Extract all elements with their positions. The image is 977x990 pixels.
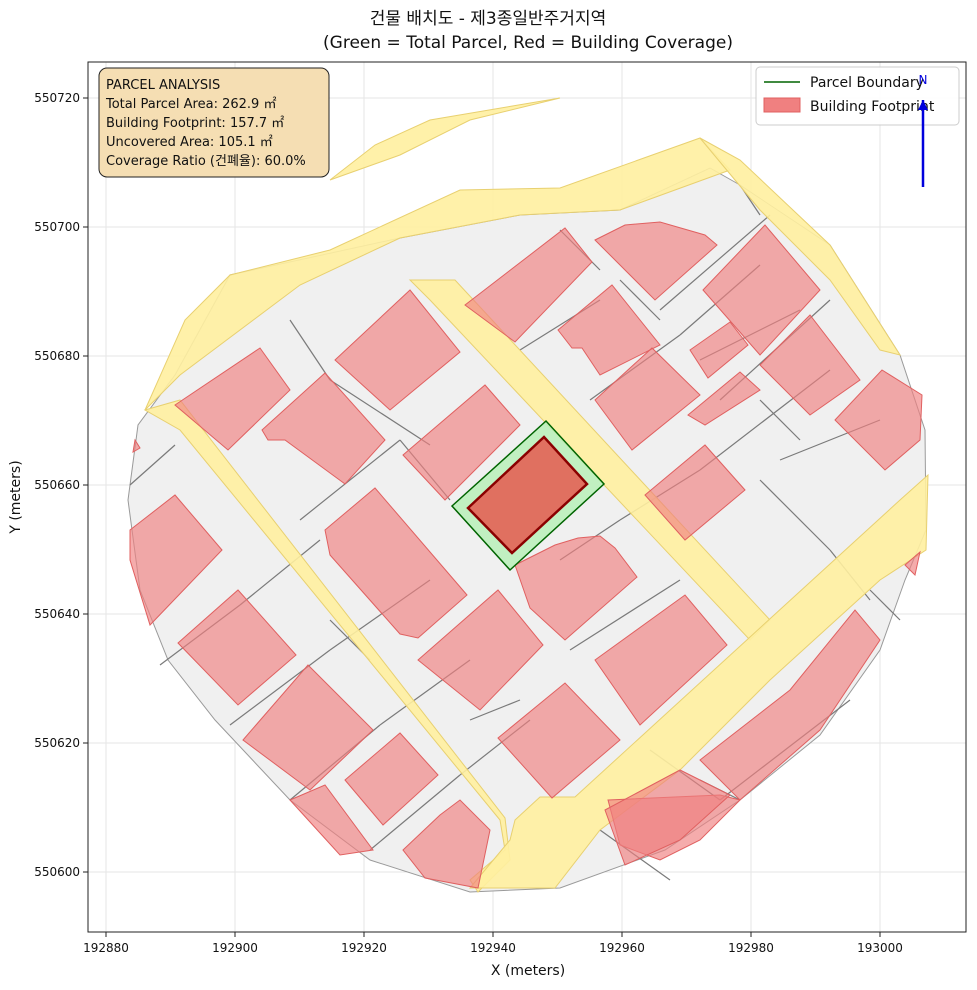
tick-marks	[83, 97, 881, 937]
x-axis-label: X (meters)	[491, 963, 565, 979]
north-arrow-head-icon	[918, 100, 928, 110]
x-tick-label: 192940	[470, 941, 516, 955]
y-tick-label: 550600	[34, 865, 80, 879]
y-tick-label: 550700	[34, 220, 80, 234]
legend-building-label: Building Footprint	[810, 99, 935, 115]
x-tick-label: 192880	[83, 941, 129, 955]
info-uncovered: Uncovered Area: 105.1 ㎡	[106, 135, 273, 150]
y-tick-label: 550640	[34, 607, 80, 621]
info-total-area: Total Parcel Area: 262.9 ㎡	[105, 97, 276, 112]
info-heading: PARCEL ANALYSIS	[106, 78, 220, 93]
legend-building-swatch	[763, 97, 801, 113]
legend-parcel-label: Parcel Boundary	[810, 75, 924, 91]
north-arrow-label: N	[919, 73, 928, 87]
y-tick-label: 550620	[34, 736, 80, 750]
info-footprint: Building Footprint: 157.7 ㎡	[106, 116, 284, 131]
legend: Parcel Boundary Building Footprint	[755, 66, 960, 126]
y-tick-label: 550660	[34, 478, 80, 492]
plot-border	[87, 61, 967, 933]
chart-title: 건물 배치도 - 제3종일반주거지역	[370, 9, 606, 29]
y-tick-label: 550680	[34, 349, 80, 363]
x-tick-label: 193000	[857, 941, 903, 955]
x-tick-label: 192980	[728, 941, 774, 955]
buildings	[129, 221, 923, 889]
info-coverage-ratio: Coverage Ratio (건폐율): 60.0%	[106, 154, 306, 169]
building-footprint	[466, 435, 589, 555]
x-tick-label: 192920	[341, 941, 387, 955]
chart-subtitle: (Green = Total Parcel, Red = Building Co…	[323, 33, 733, 53]
x-tick-label: 192960	[599, 941, 645, 955]
y-tick-label: 550720	[34, 91, 80, 105]
x-tick-label: 192900	[212, 941, 258, 955]
road-east	[699, 137, 902, 356]
parcel-analysis-box: PARCEL ANALYSIS Total Parcel Area: 262.9…	[98, 67, 330, 178]
roads	[143, 97, 929, 893]
road-north-upper	[329, 97, 561, 181]
y-axis-label: Y (meters)	[8, 460, 24, 534]
north-arrow: N	[918, 73, 928, 187]
